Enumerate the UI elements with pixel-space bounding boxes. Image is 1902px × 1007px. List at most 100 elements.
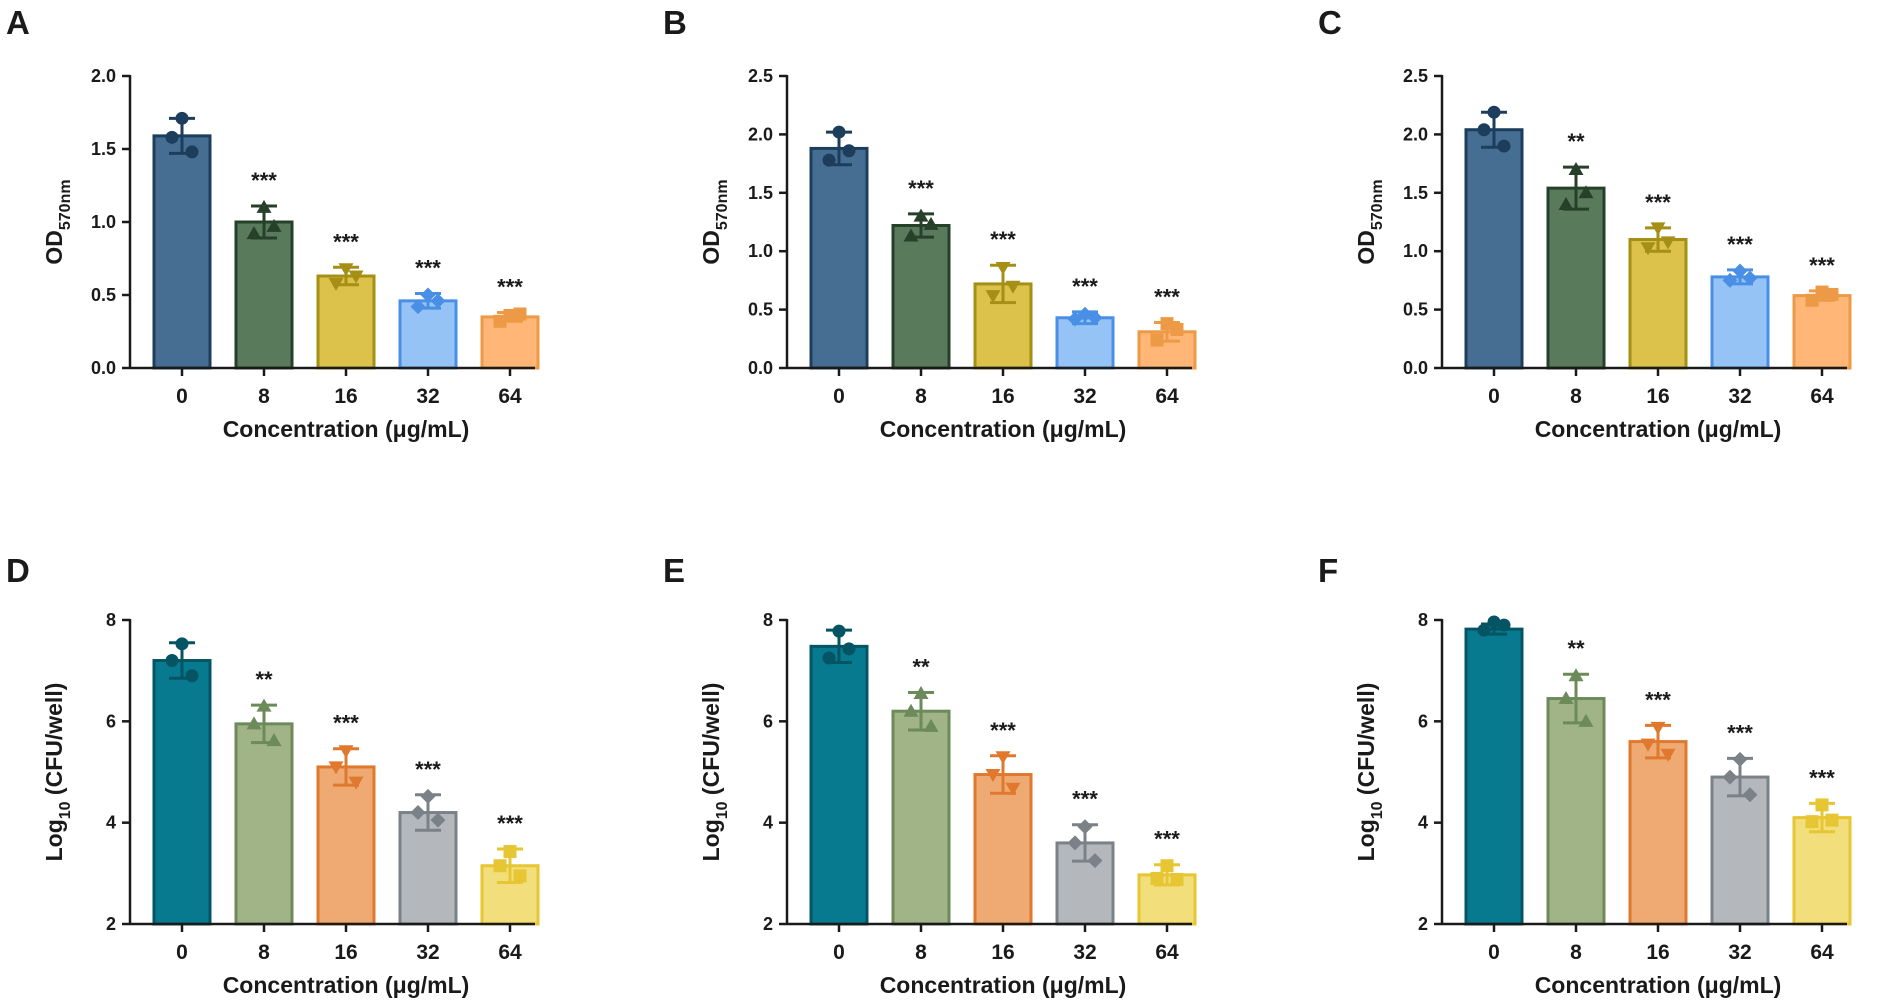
bar <box>1792 816 1852 926</box>
x-tick-label: 0 <box>1488 385 1500 408</box>
data-point <box>1160 317 1174 331</box>
significance-label: *** <box>1072 274 1098 299</box>
data-point <box>923 216 939 230</box>
y-tick-label: 2.5 <box>748 66 773 86</box>
x-axis-title: Concentration (μg/mL) <box>223 416 470 442</box>
bar <box>1464 627 1524 926</box>
x-tick-label: 16 <box>334 941 357 964</box>
data-point <box>1578 713 1594 727</box>
y-tick-label: 2.0 <box>748 124 773 144</box>
y-axis-title-subscript: 10 <box>57 801 74 819</box>
data-point <box>1722 272 1738 288</box>
data-point <box>1087 853 1103 869</box>
x-tick-label: 8 <box>1570 385 1582 408</box>
data-point <box>1805 815 1819 829</box>
significance-label: *** <box>1727 232 1753 257</box>
x-tick-label: 8 <box>258 941 270 964</box>
y-tick-label: 0.5 <box>748 300 773 320</box>
x-tick-label: 32 <box>1728 385 1751 408</box>
y-tick-label: 0.0 <box>1403 358 1428 378</box>
data-point <box>1170 872 1184 886</box>
data-point <box>338 745 354 759</box>
data-point <box>1558 691 1574 705</box>
data-point <box>1077 819 1093 835</box>
data-point <box>1742 787 1758 803</box>
data-point <box>913 208 929 222</box>
y-tick-label: 1.0 <box>91 212 116 232</box>
significance-label: *** <box>415 757 441 782</box>
data-point <box>1815 798 1829 812</box>
data-point <box>493 314 507 328</box>
data-point <box>985 290 1001 304</box>
x-axis-title: Concentration (μg/mL) <box>223 972 470 998</box>
x-tick-label: 32 <box>416 385 439 408</box>
y-tick-label: 1.5 <box>748 183 773 203</box>
significance-label: *** <box>333 229 359 254</box>
data-point <box>1067 311 1083 327</box>
data-point <box>1487 615 1501 629</box>
y-axis-title: Log10 (CFU/well) <box>1353 683 1386 862</box>
y-axis-title: Log10 (CFU/well) <box>41 683 74 862</box>
y-tick-label: 0.0 <box>748 358 773 378</box>
bar <box>809 146 869 370</box>
y-axis-title-subscript: 570nm <box>57 179 74 230</box>
y-tick-label: 2 <box>763 914 773 934</box>
data-point <box>1650 721 1666 735</box>
bar <box>1792 294 1852 370</box>
data-point <box>175 637 189 651</box>
x-tick-label: 0 <box>833 941 845 964</box>
data-point <box>1087 310 1103 326</box>
y-axis-title-subscript: 570nm <box>1369 179 1386 230</box>
y-axis-title-base: OD <box>41 230 67 265</box>
y-axis-title: Log10 (CFU/well) <box>698 683 731 862</box>
bar <box>891 224 951 370</box>
data-point <box>1742 270 1758 286</box>
data-point <box>246 226 262 240</box>
bar <box>891 709 951 926</box>
data-point <box>1150 333 1164 347</box>
significance-label: *** <box>1154 284 1180 309</box>
data-point <box>1170 322 1184 336</box>
x-tick-label: 32 <box>1073 941 1096 964</box>
bar <box>152 134 212 370</box>
x-tick-label: 64 <box>1810 941 1834 964</box>
data-point <box>430 293 446 309</box>
x-tick-label: 64 <box>498 941 522 964</box>
data-point <box>493 859 507 873</box>
bar <box>809 644 869 926</box>
y-axis-title-base: Log <box>1353 819 1379 861</box>
data-point <box>420 287 436 303</box>
data-point <box>328 761 344 775</box>
y-tick-label: 8 <box>763 610 773 630</box>
data-point <box>1497 139 1511 153</box>
bar <box>1464 128 1524 370</box>
significance-label: *** <box>1072 787 1098 812</box>
data-point <box>1005 782 1021 796</box>
data-point <box>985 769 1001 783</box>
x-tick-label: 32 <box>416 941 439 964</box>
data-point <box>923 718 939 732</box>
y-tick-label: 6 <box>1418 711 1428 731</box>
data-point <box>1005 280 1021 294</box>
data-point <box>1160 859 1174 873</box>
data-point <box>1825 813 1839 827</box>
significance-label: *** <box>990 718 1016 743</box>
panel-letter: A <box>6 4 30 41</box>
data-point <box>1067 835 1083 851</box>
significance-label: *** <box>1645 687 1671 712</box>
data-point <box>185 669 199 683</box>
y-tick-label: 4 <box>763 813 773 833</box>
data-point <box>1497 618 1511 632</box>
y-tick-label: 2 <box>106 914 116 934</box>
y-tick-label: 0.0 <box>91 358 116 378</box>
data-point <box>1732 751 1748 767</box>
data-point <box>832 125 846 139</box>
y-axis-title-rest: (CFU/well) <box>1353 683 1379 802</box>
data-point <box>503 308 517 322</box>
data-point <box>1825 287 1839 301</box>
data-point <box>175 111 189 125</box>
y-tick-label: 4 <box>1418 813 1428 833</box>
panel-letter: B <box>663 4 687 41</box>
